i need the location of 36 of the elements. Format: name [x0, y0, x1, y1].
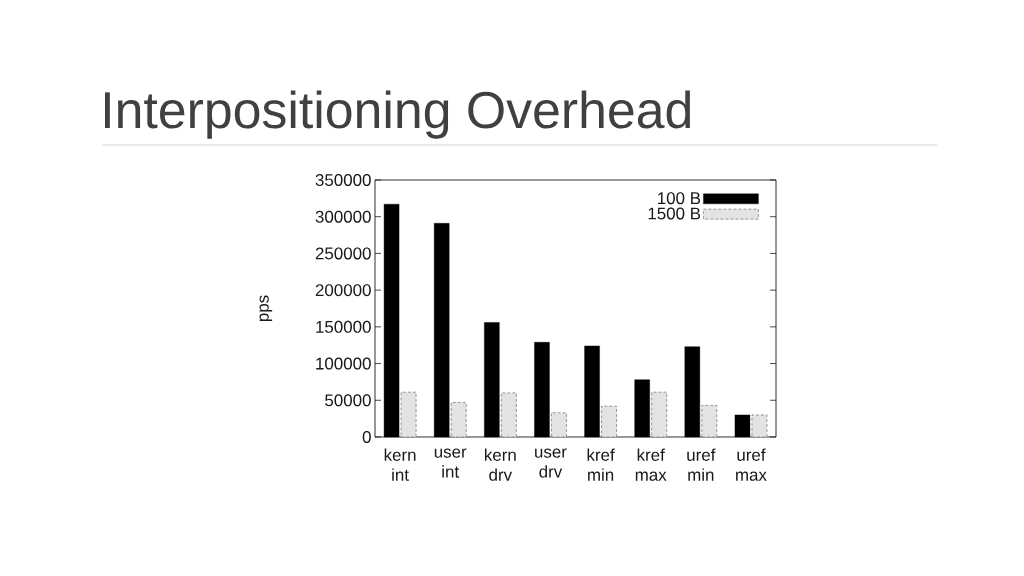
x-tick-label: kern drv	[484, 448, 516, 481]
bar	[734, 414, 751, 438]
bar	[701, 405, 718, 438]
x-tick-label: user int	[434, 448, 467, 478]
bar	[534, 342, 550, 438]
y-tick-label: 350000	[315, 173, 371, 186]
x-tick-label: uref max	[736, 448, 767, 481]
x-tick-label: kref min	[587, 448, 615, 481]
bar	[383, 204, 400, 438]
y-tick-label: 200000	[315, 284, 371, 297]
x-tick-label: uref min	[687, 448, 716, 481]
bar	[684, 346, 701, 438]
bar	[500, 392, 517, 438]
legend-label: 1500 B	[648, 207, 701, 220]
x-tick-label: kern int	[384, 448, 416, 481]
y-tick-label: 0	[362, 430, 371, 443]
y-tick-label: 50000	[325, 394, 371, 407]
bar	[484, 322, 500, 438]
bar	[450, 402, 467, 438]
bar	[434, 223, 450, 438]
y-tick-label: 150000	[316, 320, 371, 333]
chart-title: Interpositioning Overhead	[104, 90, 690, 139]
bar	[601, 405, 617, 438]
bar	[634, 379, 650, 438]
y-axis-title: pps	[259, 295, 273, 322]
y-tick-label: 100000	[316, 357, 371, 370]
bar	[651, 391, 668, 438]
bar	[551, 412, 567, 438]
bar	[400, 391, 417, 438]
bar	[584, 345, 600, 438]
y-tick-label: 300000	[315, 210, 371, 223]
bar	[751, 414, 768, 438]
x-tick-label: user drv	[535, 448, 567, 478]
legend-label: 100 B	[658, 192, 701, 205]
y-tick-label: 250000	[315, 247, 371, 260]
x-tick-label: kref max	[635, 448, 667, 481]
